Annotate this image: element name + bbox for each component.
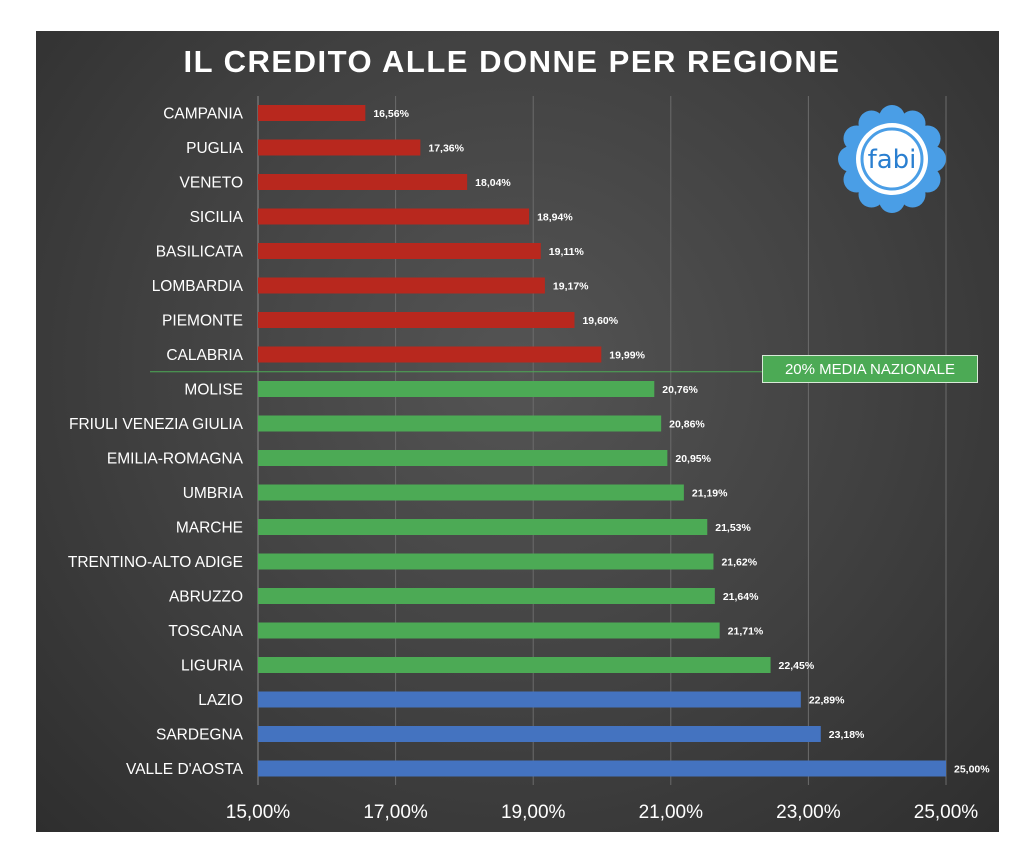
bar bbox=[258, 415, 662, 432]
value-label: 22,89% bbox=[809, 695, 845, 707]
category-label: LOMBARDIA bbox=[152, 278, 244, 295]
bar bbox=[258, 174, 468, 190]
value-label: 21,64% bbox=[723, 591, 759, 603]
x-tick-label: 15,00% bbox=[226, 802, 291, 823]
bar bbox=[258, 726, 821, 742]
category-label: VENETO bbox=[180, 175, 243, 192]
value-label: 17,36% bbox=[428, 143, 464, 155]
value-label: 25,00% bbox=[954, 764, 990, 776]
value-label: 19,11% bbox=[549, 246, 585, 258]
value-label: 16,56% bbox=[373, 108, 409, 120]
bar bbox=[258, 277, 545, 294]
category-label: VALLE D'AOSTA bbox=[126, 761, 244, 778]
category-label: TRENTINO-ALTO ADIGE bbox=[68, 554, 243, 571]
value-label: 19,17% bbox=[553, 281, 589, 293]
category-label: UMBRIA bbox=[183, 485, 244, 502]
value-label: 20,95% bbox=[675, 453, 711, 465]
bar bbox=[258, 381, 655, 397]
value-label: 21,19% bbox=[692, 488, 728, 500]
value-label: 21,62% bbox=[721, 557, 757, 569]
bar bbox=[258, 105, 366, 121]
value-label: 21,53% bbox=[715, 522, 751, 534]
chart-title: IL CREDITO ALLE DONNE PER REGIONE bbox=[183, 44, 841, 79]
category-label: SICILIA bbox=[190, 209, 244, 226]
category-label: TOSCANA bbox=[168, 623, 243, 640]
category-label: SARDEGNA bbox=[156, 727, 244, 744]
bar bbox=[258, 450, 668, 466]
category-label: ABRUZZO bbox=[169, 589, 243, 606]
category-label: MOLISE bbox=[184, 382, 243, 399]
value-label: 19,99% bbox=[609, 350, 645, 362]
logo-center bbox=[856, 123, 928, 195]
category-label: PUGLIA bbox=[186, 140, 244, 157]
x-tick-label: 25,00% bbox=[914, 802, 979, 823]
category-label: EMILIA-ROMAGNA bbox=[107, 451, 244, 468]
value-label: 19,60% bbox=[582, 315, 618, 327]
category-label: CALABRIA bbox=[166, 347, 243, 364]
bar bbox=[258, 484, 684, 501]
fabi-logo: fabi bbox=[838, 105, 946, 213]
category-label: MARCHE bbox=[176, 520, 243, 537]
bar bbox=[258, 312, 575, 328]
bar bbox=[258, 553, 714, 570]
value-label: 20,86% bbox=[669, 419, 705, 431]
value-label: 18,94% bbox=[537, 212, 573, 224]
category-label: LAZIO bbox=[198, 692, 243, 709]
x-tick-label: 23,00% bbox=[776, 802, 841, 823]
value-label: 18,04% bbox=[475, 177, 511, 189]
bar bbox=[258, 622, 720, 639]
bar bbox=[258, 208, 530, 225]
bar bbox=[258, 760, 946, 777]
category-label: PIEMONTE bbox=[162, 313, 243, 330]
logo-ring bbox=[860, 127, 924, 191]
bar bbox=[258, 243, 541, 259]
category-label: LIGURIA bbox=[181, 658, 244, 675]
x-tick-label: 17,00% bbox=[363, 802, 428, 823]
bar bbox=[258, 346, 602, 363]
x-tick-label: 19,00% bbox=[501, 802, 566, 823]
bar bbox=[258, 139, 421, 156]
value-label: 22,45% bbox=[779, 660, 815, 672]
bar bbox=[258, 588, 715, 604]
category-label: CAMPANIA bbox=[163, 106, 243, 123]
value-label: 23,18% bbox=[829, 729, 865, 741]
value-label: 20,76% bbox=[662, 384, 698, 396]
bar bbox=[258, 519, 708, 535]
bar bbox=[258, 657, 771, 673]
x-tick-label: 21,00% bbox=[639, 802, 704, 823]
national-average-label: 20% MEDIA NAZIONALE bbox=[762, 355, 978, 383]
category-label: FRIULI VENEZIA GIULIA bbox=[69, 416, 244, 433]
value-label: 21,71% bbox=[728, 626, 764, 638]
category-label: BASILICATA bbox=[156, 244, 244, 261]
bar bbox=[258, 691, 801, 708]
logo-text: fabi bbox=[868, 145, 917, 175]
